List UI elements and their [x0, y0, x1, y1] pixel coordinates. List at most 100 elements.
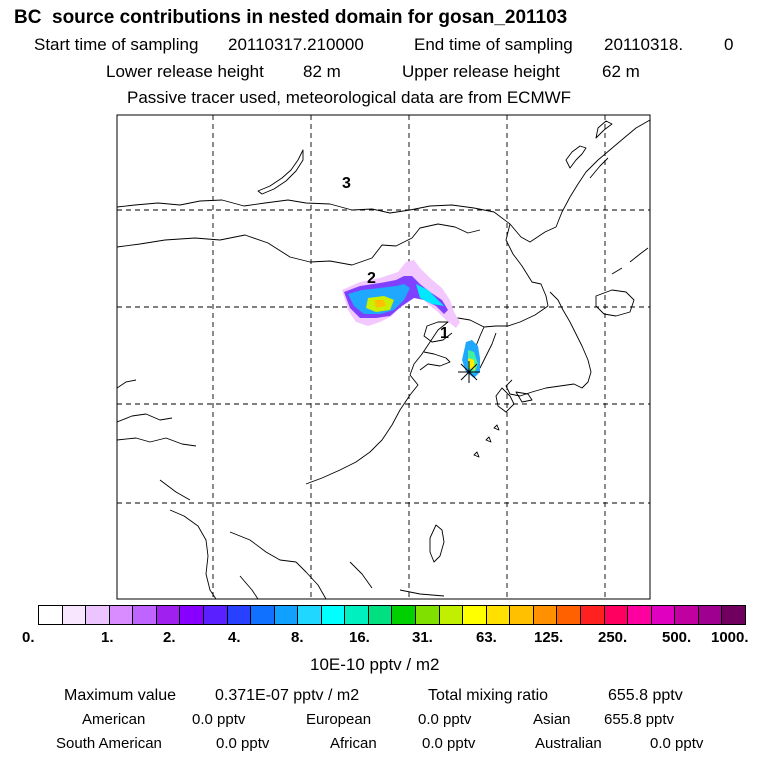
inland-border	[159, 479, 191, 501]
shandong-peninsula	[419, 351, 451, 371]
inland-border	[295, 561, 327, 599]
inland-border	[239, 575, 259, 599]
inland-border	[117, 437, 197, 447]
end-sampling-suffix: 0	[724, 35, 734, 54]
japan-hokkaido	[595, 289, 635, 317]
plot-title: BC source contributions in nested domain…	[14, 7, 568, 28]
region-label-2: 2	[367, 270, 376, 287]
lower-release-label: Lower release height	[106, 62, 264, 81]
colorbar-segment	[651, 606, 676, 624]
kuril-island	[629, 247, 649, 263]
russia-mongolia-border	[117, 199, 557, 243]
colorbar-segment	[345, 606, 369, 624]
region-value-american: 0.0 pptv	[192, 711, 246, 728]
region-name-asian: Asian	[533, 711, 571, 728]
colorbar-segment	[156, 606, 181, 624]
colorbar-segment	[203, 606, 228, 624]
colorbar-segment	[392, 606, 416, 624]
colorbar-segment	[321, 606, 346, 624]
end-sampling-value: 20110318.	[604, 35, 684, 54]
island	[595, 120, 613, 139]
region-name-african: African	[330, 735, 377, 752]
coast-fragment	[399, 589, 445, 597]
colorbar-segment	[557, 606, 581, 624]
colorbar-tick-0: 0.	[22, 629, 35, 646]
contribution-plume	[342, 260, 480, 378]
plume-core-east	[416, 284, 444, 306]
japan-kyushu	[495, 387, 515, 413]
receptor-star-icon	[458, 361, 480, 383]
coast-fragment	[589, 157, 609, 179]
total-mixing-value: 655.8 pptv	[608, 687, 683, 704]
inland-border	[229, 531, 297, 563]
ryukyu-island	[473, 451, 480, 458]
map-frame	[116, 114, 651, 600]
colorbar-tick-125: 125.	[534, 629, 564, 646]
region-value-asian: 655.8 pptv	[604, 711, 675, 728]
colorbar-segment	[180, 606, 204, 624]
japan-honshu	[549, 291, 592, 389]
region-name-south-american: South American	[56, 735, 162, 752]
colorbar-segment	[675, 606, 699, 624]
tracer-note: Passive tracer used, meteorological data…	[127, 88, 572, 107]
region-value-south-american: 0.0 pptv	[216, 735, 270, 752]
region-label-1: 1	[440, 325, 449, 342]
colorbar-segment	[39, 606, 63, 624]
colorbar-tick-4: 4.	[228, 629, 241, 646]
russia-pacific-coast	[555, 119, 650, 228]
ryukyu-island	[485, 436, 492, 443]
colorbar-segment	[628, 606, 652, 624]
region-name-australian: Australian	[535, 735, 602, 752]
colorbar-segment	[298, 606, 322, 624]
end-sampling-label: End time of sampling	[414, 35, 573, 54]
upper-release-label: Upper release height	[402, 62, 560, 81]
mongolia-china-border	[117, 223, 481, 266]
colorbar-segment	[133, 606, 157, 624]
region-name-european: European	[306, 711, 372, 728]
ryukyu-island	[493, 424, 500, 431]
start-sampling-value: 20110317.210000	[228, 35, 364, 54]
colorbar-segment	[62, 606, 87, 624]
total-mixing-label: Total mixing ratio	[428, 687, 549, 704]
colorbar-tick-500: 500.	[662, 629, 692, 646]
inland-border	[117, 413, 173, 423]
plume-korea-core	[468, 358, 475, 370]
inland-border	[169, 509, 217, 599]
colorbar-segment	[368, 606, 393, 624]
colorbar-tick-2: 2.	[163, 629, 176, 646]
colorbar-tick-1000: 1000.	[711, 629, 749, 646]
taiwan	[429, 524, 445, 563]
start-sampling-label: Start time of sampling	[34, 35, 199, 54]
colorbar-segment	[510, 606, 534, 624]
kuril-island	[611, 267, 623, 275]
colorbar-segment	[227, 606, 252, 624]
colorbar-segment	[604, 606, 629, 624]
colorbar-segment	[274, 606, 299, 624]
colorbar	[38, 605, 746, 625]
inland-border	[117, 379, 137, 389]
region-value-african: 0.0 pptv	[422, 735, 476, 752]
upper-release-value: 62 m	[602, 62, 640, 81]
colorbar-segment	[486, 606, 511, 624]
source-contribution-map: 1 2 3	[116, 114, 651, 600]
manchuria-border	[505, 223, 549, 307]
colorbar-unit: 10E-10 pptv / m2	[310, 655, 440, 674]
colorbar-segment	[416, 606, 440, 624]
china-coastline	[305, 305, 549, 485]
colorbar-segment	[109, 606, 134, 624]
region-label-3: 3	[342, 175, 351, 192]
inland-border	[349, 561, 373, 589]
colorbar-segment	[533, 606, 558, 624]
colorbar-tick-63: 63.	[476, 629, 497, 646]
japan-shikoku	[515, 391, 533, 403]
colorbar-tick-8: 8.	[291, 629, 304, 646]
colorbar-tick-250: 250.	[598, 629, 628, 646]
coastlines-and-borders	[117, 119, 650, 599]
region-name-american: American	[82, 711, 146, 728]
colorbar-segment	[86, 606, 110, 624]
lake-baikal	[257, 149, 304, 195]
colorbar-segment	[722, 606, 745, 624]
colorbar-segment	[463, 606, 487, 624]
region-value-australian: 0.0 pptv	[650, 735, 704, 752]
region-value-european: 0.0 pptv	[418, 711, 472, 728]
